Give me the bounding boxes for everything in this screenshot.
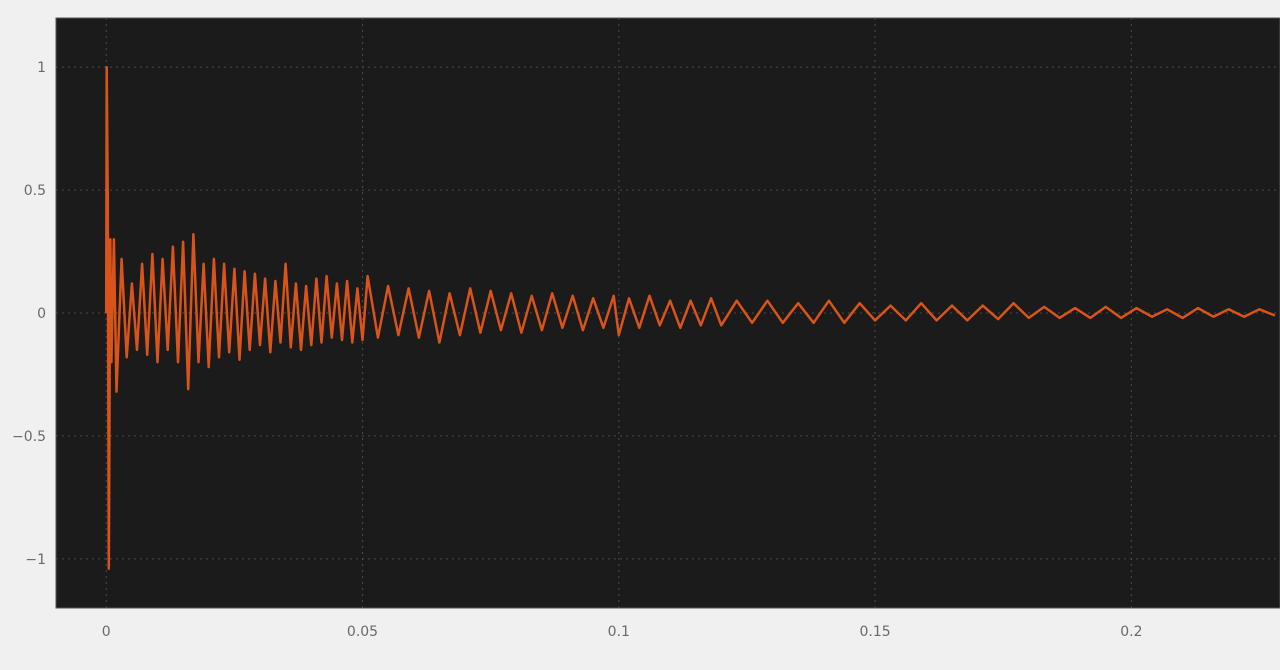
- y-tick-label: 0.5: [24, 183, 46, 199]
- x-tick-label: 0.05: [347, 624, 378, 640]
- x-tick-label: 0.15: [859, 624, 890, 640]
- y-tick-label: 0: [37, 306, 46, 322]
- y-tick-label: −0.5: [12, 429, 46, 445]
- y-tick-label: 1: [37, 60, 46, 76]
- x-tick-label: 0: [102, 624, 111, 640]
- x-tick-label: 0.2: [1120, 624, 1142, 640]
- y-tick-label: −1: [25, 552, 46, 568]
- series-line: [104, 65, 1276, 570]
- x-tick-label: 0.1: [608, 624, 630, 640]
